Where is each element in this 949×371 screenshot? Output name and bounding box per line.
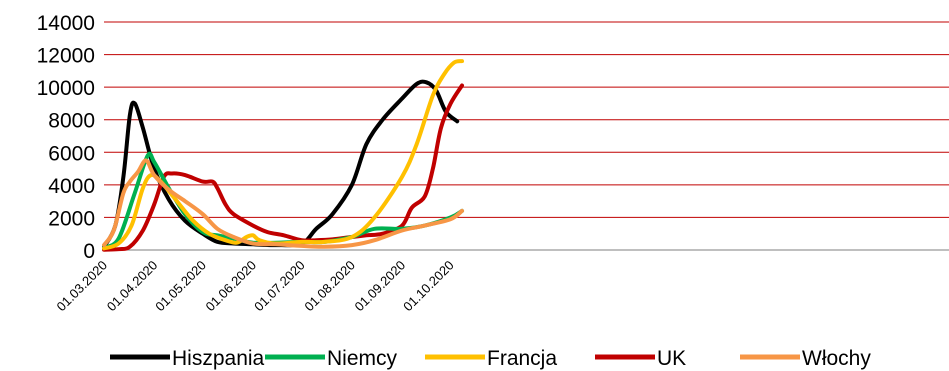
series-line-włochy (102, 158, 464, 249)
series-lines (102, 59, 464, 252)
y-tick-label: 8000 (48, 110, 95, 133)
y-axis-ticks: 0 2000 4000 6000 8000 10000 12000 14000 (37, 12, 95, 263)
x-tick-label: 01.07.2020 (251, 258, 308, 315)
legend-label-niemcy: Niemcy (327, 347, 398, 370)
gridlines (104, 21, 949, 251)
y-tick-label: 4000 (48, 175, 95, 198)
y-tick-label: 10000 (37, 77, 95, 100)
series-line-francja (102, 59, 464, 251)
legend-label-uk: UK (657, 347, 686, 370)
x-tick-label: 01.04.2020 (104, 258, 161, 315)
y-tick-label: 12000 (37, 45, 95, 68)
y-tick-label: 2000 (48, 207, 95, 230)
y-tick-label: 6000 (48, 142, 95, 165)
x-tick-label: 01.03.2020 (53, 258, 110, 315)
x-tick-label: 01.06.2020 (203, 258, 260, 315)
legend-label-włochy: Włochy (802, 347, 871, 370)
x-tick-label: 01.10.2020 (400, 258, 457, 315)
legend-label-francja: Francja (487, 347, 557, 370)
legend: Hiszpania Niemcy Francja UK Włochy (110, 347, 871, 370)
x-tick-label: 01.05.2020 (152, 258, 209, 315)
y-tick-label: 0 (83, 240, 95, 263)
y-tick-label: 14000 (37, 12, 95, 35)
x-axis-ticks: 01.03.202001.04.202001.05.202001.06.2020… (53, 258, 456, 315)
x-tick-label: 01.08.2020 (301, 258, 358, 315)
legend-label-hiszpania: Hiszpania (172, 347, 265, 370)
x-tick-label: 01.09.2020 (352, 258, 409, 315)
